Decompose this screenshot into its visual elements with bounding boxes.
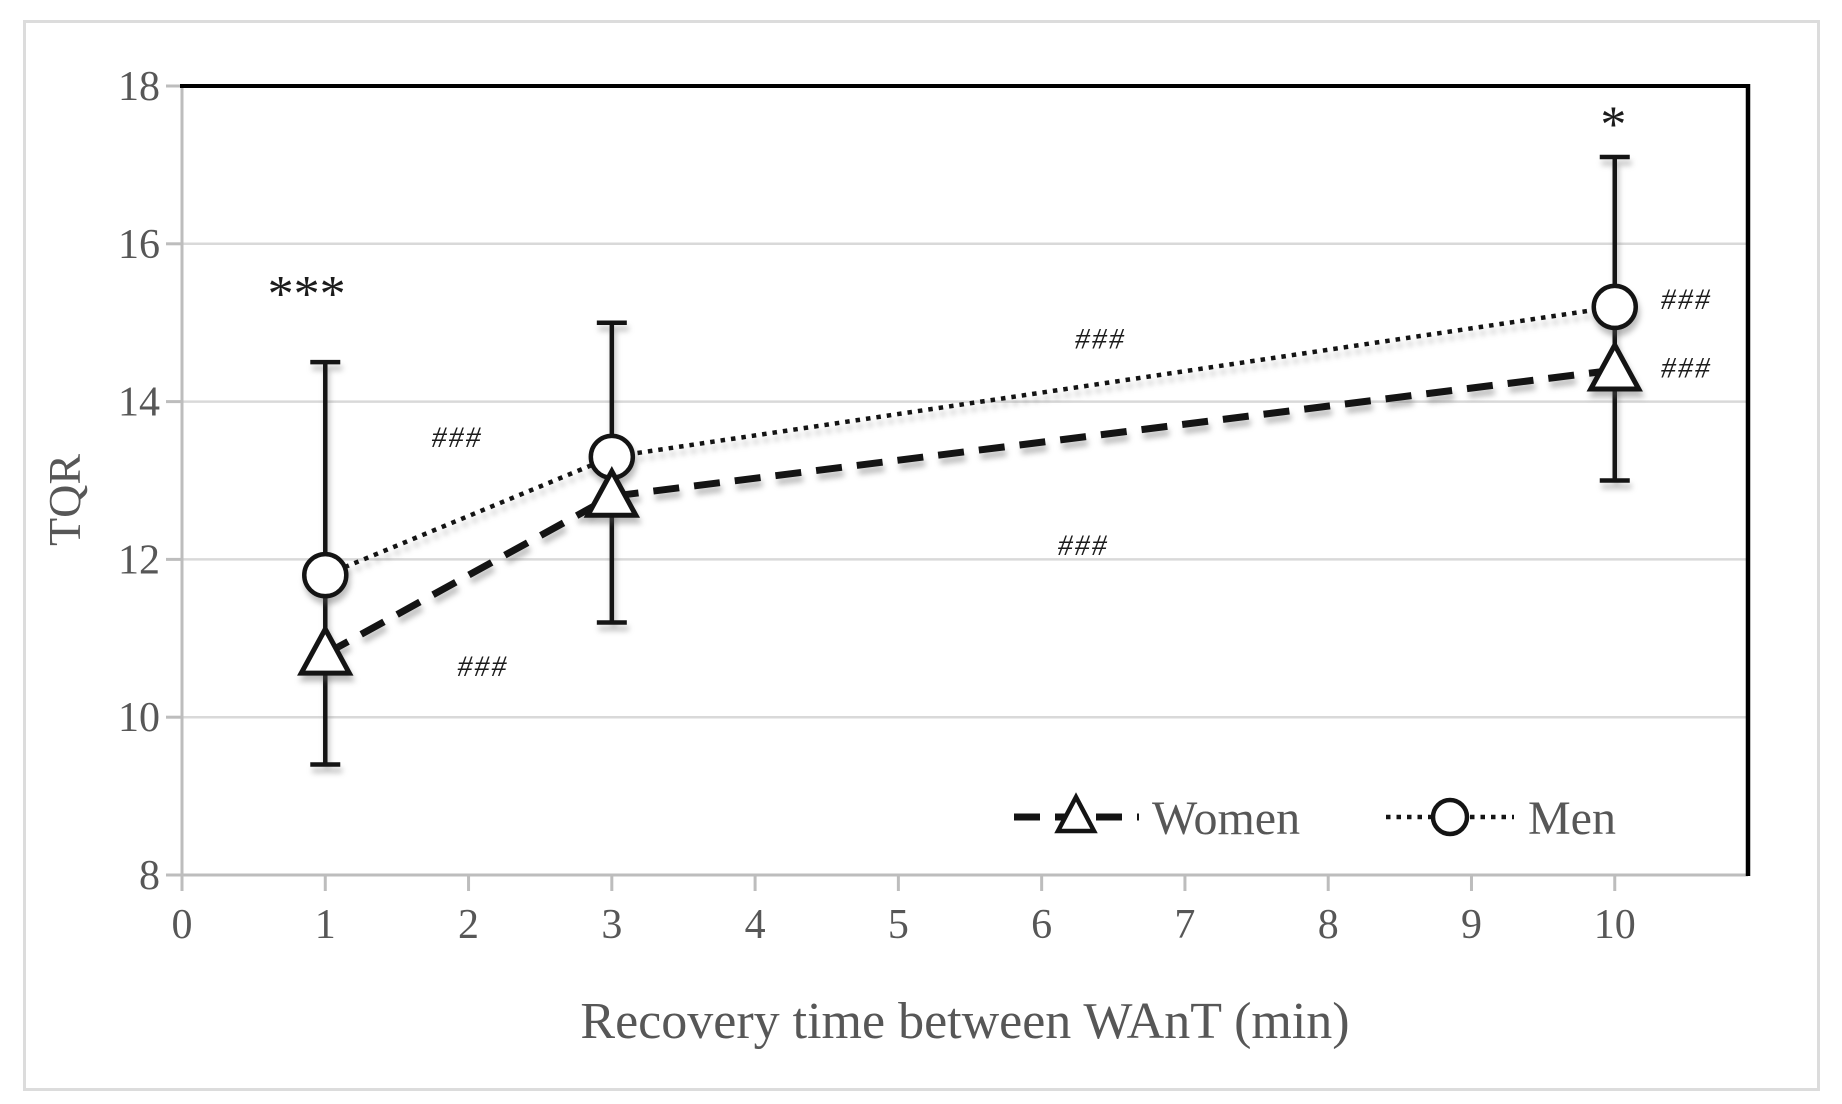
marker-circle-x1: [302, 551, 349, 599]
x-tick-label-1: 1: [315, 902, 336, 948]
annotation-hashes-3: ###: [457, 650, 508, 683]
axes: [166, 84, 1751, 891]
legend: Women Men: [1014, 792, 1616, 845]
x-tick-label-6: 6: [1031, 902, 1052, 948]
series-line-women: [323, 366, 1616, 658]
legend-label-women: Women: [1152, 792, 1300, 845]
x-tick-label-2: 2: [458, 902, 479, 948]
marker-circle-x10: [1591, 283, 1639, 331]
x-tick-label-9: 9: [1461, 902, 1482, 948]
annotation-stars-1: *: [1600, 97, 1626, 154]
markers-men: [302, 283, 1639, 599]
x-tick-label-0: 0: [172, 902, 193, 948]
marker-triangle-x3: [583, 466, 641, 518]
annotation-hashes-4: ###: [1075, 322, 1126, 355]
legend-marker-women: [1054, 792, 1098, 834]
y-tick-label-12: 12: [118, 537, 160, 583]
x-tick-label-8: 8: [1318, 902, 1339, 948]
annotations: ****##################: [268, 97, 1712, 683]
legend-label-men: Men: [1528, 792, 1616, 845]
x-axis-title: Recovery time between WAnT (min): [580, 993, 1349, 1050]
annotation-stars-0: ***: [268, 266, 346, 323]
x-tick-label-7: 7: [1174, 902, 1195, 948]
x-tick-label-5: 5: [888, 902, 909, 948]
y-axis-title: TQR: [39, 454, 90, 546]
x-tick-label-4: 4: [745, 902, 766, 948]
markers-women: [297, 339, 1643, 676]
annotation-hashes-6: ###: [1661, 283, 1712, 316]
y-tick-label-16: 16: [118, 222, 160, 268]
annotation-hashes-5: ###: [1058, 529, 1109, 562]
legend-marker-men: [1430, 797, 1470, 837]
gridlines: [182, 242, 1748, 719]
marker-triangle-x1: [297, 623, 354, 676]
x-tick-label-10: 10: [1594, 902, 1636, 948]
marker-triangle-x10: [1586, 339, 1643, 392]
y-tick-label-8: 8: [139, 853, 160, 899]
y-tick-label-14: 14: [118, 380, 160, 426]
y-tick-label-18: 18: [118, 64, 160, 110]
series-line-men: [324, 304, 1616, 578]
y-tick-label-10: 10: [118, 695, 160, 741]
annotation-hashes-7: ###: [1661, 352, 1712, 385]
annotation-hashes-2: ###: [432, 421, 483, 454]
x-tick-label-3: 3: [601, 902, 622, 948]
